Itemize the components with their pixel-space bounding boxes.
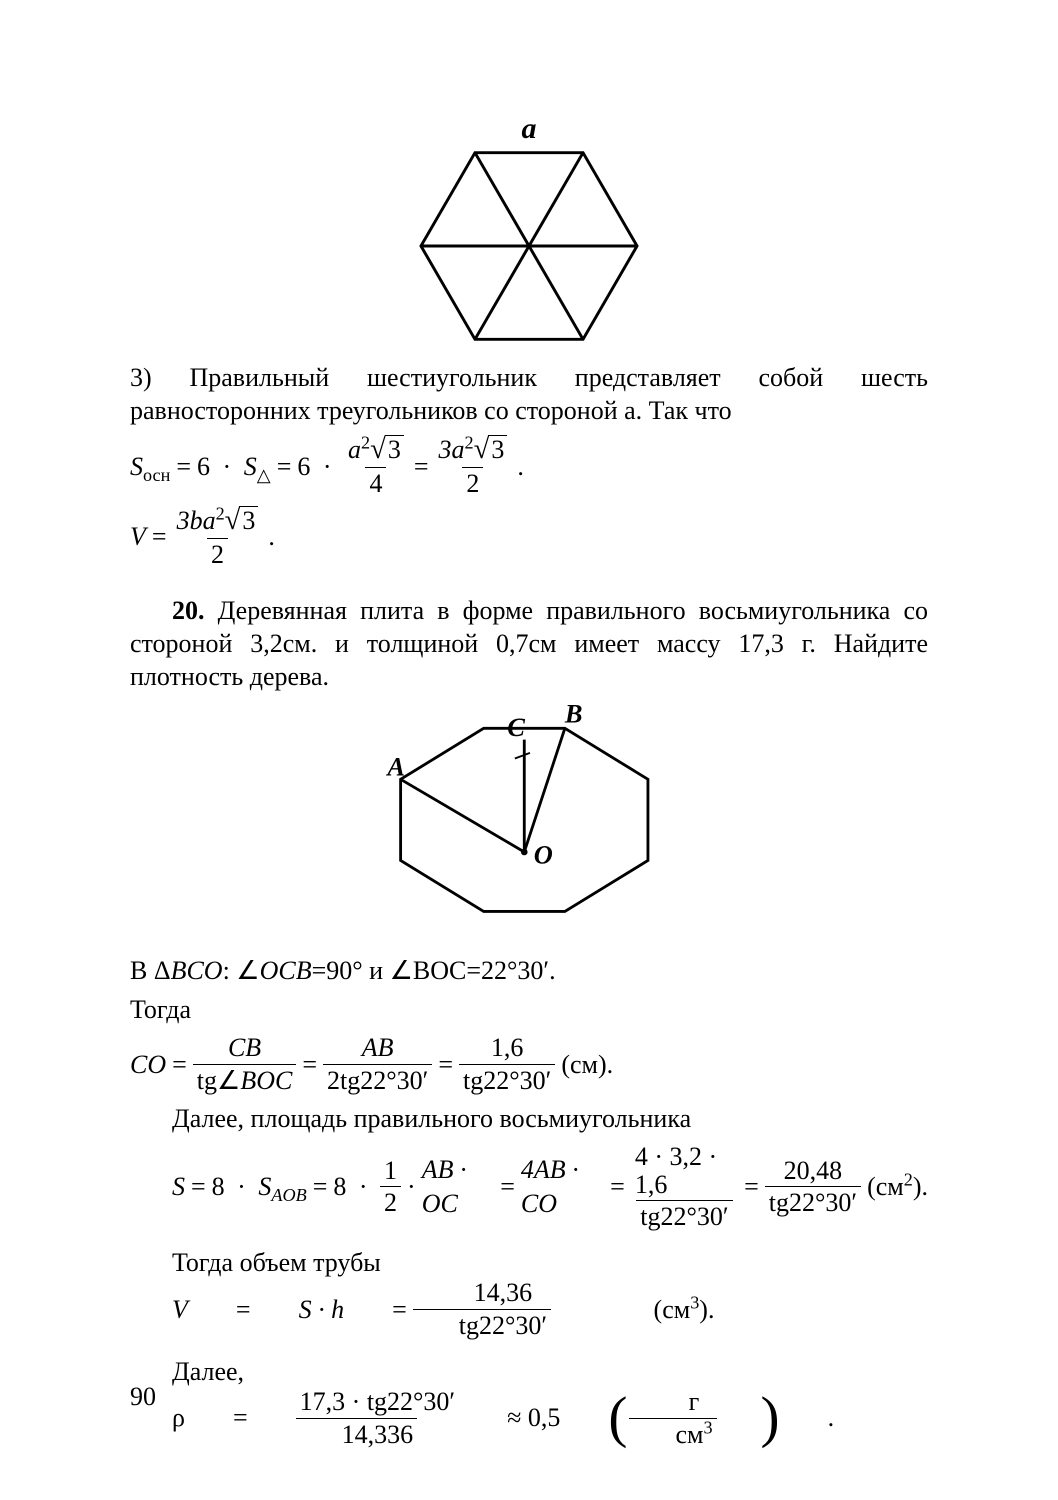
line-volume: Тогда объем трубы V = S · h = 14,36 tg22… — [130, 1246, 928, 1339]
s-osn-sqrt2: 3 — [488, 435, 507, 465]
paragraph-hexagon-explain: 3) Правильный шестиугольник представляет… — [130, 361, 928, 428]
ang-eq1: =90° и — [312, 956, 390, 985]
problem-20-num: 20. — [172, 596, 205, 625]
co-f1-boc: BOC — [240, 1066, 292, 1095]
hexagon-label: a — [130, 110, 928, 148]
rho-approx: ≈ 0,5 — [465, 1401, 560, 1434]
s-f1-num: 4 · 3,2 · 1,6 — [631, 1143, 738, 1200]
ang1-sym: ∠ — [236, 956, 259, 985]
s-saob-var: S — [258, 1172, 271, 1201]
page: a 3) Правильный шестиугольник представля… — [0, 0, 1058, 1500]
s-osn-sqrt1: 3 — [385, 435, 404, 465]
v-hex-sqrt: 3 — [239, 506, 258, 536]
line-rho: Далее, ρ = 17,3 · tg22°30′ 14,336 ≈ 0,5 … — [130, 1355, 928, 1448]
co-f3-den: tg22°30′ — [459, 1064, 555, 1094]
svg-text:A: A — [385, 751, 405, 781]
v-hex-lhs: V — [130, 520, 146, 553]
rho-den: 14,336 — [296, 1418, 418, 1448]
s-f2-den: tg22°30′ — [765, 1186, 861, 1216]
formula-v-hex: V = 3ba23 2 . — [130, 506, 928, 568]
paragraph-hexagon-text: 3) Правильный шестиугольник представляет… — [130, 363, 928, 425]
vtube-den: tg22°30′ — [413, 1309, 551, 1339]
s-tri-var: S — [244, 452, 257, 481]
s-unit-sup: 2 — [904, 1169, 913, 1189]
rho-dot: . — [786, 1401, 835, 1434]
rho-paren-den-sup: 3 — [703, 1417, 712, 1437]
co-unit: (см). — [561, 1048, 613, 1081]
co-f3-num: 1,6 — [487, 1034, 528, 1063]
s-osn-var: S — [130, 452, 143, 481]
octagon-svg: A B C O — [379, 700, 679, 936]
ang-eq2: =22°30′. — [466, 956, 555, 985]
vtube-sh: S · h — [257, 1293, 345, 1326]
s-saob-sub: AOB — [271, 1185, 306, 1205]
vol-pre: Тогда объем трубы — [172, 1248, 381, 1277]
v-hex-den: 2 — [207, 538, 228, 568]
formula-s-oct: S = 8 · SAOB = 8 · 1 2 · AB · OC = 4AB ·… — [172, 1143, 928, 1230]
ang-tri: BCO — [171, 956, 223, 985]
vtube-unit-end: ). — [699, 1295, 714, 1324]
vtube-unit-sup: 3 — [690, 1292, 699, 1312]
s-osn-dot: . — [517, 450, 524, 483]
s-f1-den: tg22°30′ — [636, 1200, 732, 1230]
s-osn-3a: 3a — [439, 435, 465, 464]
s-lhs: S — [172, 1170, 185, 1203]
co-f1-num: CB — [224, 1034, 265, 1063]
hexagon-figure: a — [130, 110, 928, 351]
vtube-lhs: V — [130, 1293, 188, 1326]
formula-s-osn: Sосн = 6 · S△ = 6 · a23 4 = 3a23 2 . — [130, 435, 928, 497]
s-osn-6b: 6 — [297, 450, 310, 483]
s-8a: 8 — [212, 1170, 225, 1203]
problem-20-text: Деревянная плита в форме правильного вос… — [130, 596, 928, 692]
s-half-den: 2 — [380, 1186, 401, 1216]
vtube-unit-pre: (см — [654, 1295, 691, 1324]
page-number: 90 — [130, 1380, 156, 1413]
svg-text:C: C — [507, 711, 525, 741]
s-4abco: 4AB · CO — [521, 1153, 604, 1220]
s-osn-sub: осн — [143, 465, 170, 485]
co-f2-den: 2tg22°30′ — [323, 1064, 432, 1094]
formula-co: CO = CB tg∠BOC = AB 2tg22°30′ = 1,6 tg22… — [130, 1034, 928, 1094]
ang-pre: В Δ — [130, 956, 171, 985]
v-hex-sq: 2 — [216, 503, 225, 523]
s-osn-den1: 4 — [365, 467, 386, 497]
co-f1-ang: ∠ — [217, 1066, 240, 1095]
rho-pre: Далее, — [172, 1357, 244, 1386]
co-f2-num: AB — [358, 1034, 398, 1063]
rho-paren-den-base: см — [675, 1420, 703, 1449]
svg-text:O: O — [534, 839, 553, 869]
s-aboc: AB · OC — [422, 1153, 494, 1220]
content-area: a 3) Правильный шестиугольник представля… — [130, 110, 928, 1456]
ang1-name: OCB — [260, 956, 312, 985]
s-osn-sq1: 2 — [361, 433, 370, 453]
vtube-num: 14,36 — [428, 1279, 537, 1308]
rho-num: 17,3 · tg22°30′ — [254, 1388, 459, 1417]
ang2-name: BOC — [413, 956, 466, 985]
svg-text:B: B — [564, 700, 583, 729]
s-osn-6a: 6 — [197, 450, 210, 483]
octagon-figure: A B C O — [130, 700, 928, 944]
s-osn-den2: 2 — [462, 467, 483, 497]
v-hex-dot: . — [268, 520, 275, 553]
hexagon-svg — [419, 150, 639, 342]
problem-20: 20. Деревянная плита в форме правильного… — [130, 594, 928, 694]
s-tri-sub: △ — [257, 465, 271, 485]
co-f1-tg: tg — [197, 1066, 217, 1095]
para-area: Далее, площадь правильного восьмиугольни… — [130, 1102, 928, 1135]
line-angles: В ΔBCO: ∠OCB=90° и ∠BOC=22°30′. — [130, 954, 928, 987]
rho-paren-num: г — [643, 1388, 704, 1417]
ang2-sym: ∠ — [390, 956, 413, 985]
togda-line: Тогда — [130, 993, 928, 1026]
s-8b: 8 — [333, 1170, 346, 1203]
co-lhs: CO — [130, 1048, 166, 1081]
s-half-num: 1 — [380, 1157, 401, 1186]
s-osn-sq2: 2 — [465, 433, 474, 453]
v-hex-3ba: 3ba — [177, 506, 216, 535]
s-unit-pre: (см — [867, 1172, 904, 1201]
ang-colon: : — [223, 956, 237, 985]
s-unit-end: ). — [913, 1172, 928, 1201]
s-f2-num: 20,48 — [780, 1157, 847, 1186]
s-osn-a1: a — [348, 435, 361, 464]
